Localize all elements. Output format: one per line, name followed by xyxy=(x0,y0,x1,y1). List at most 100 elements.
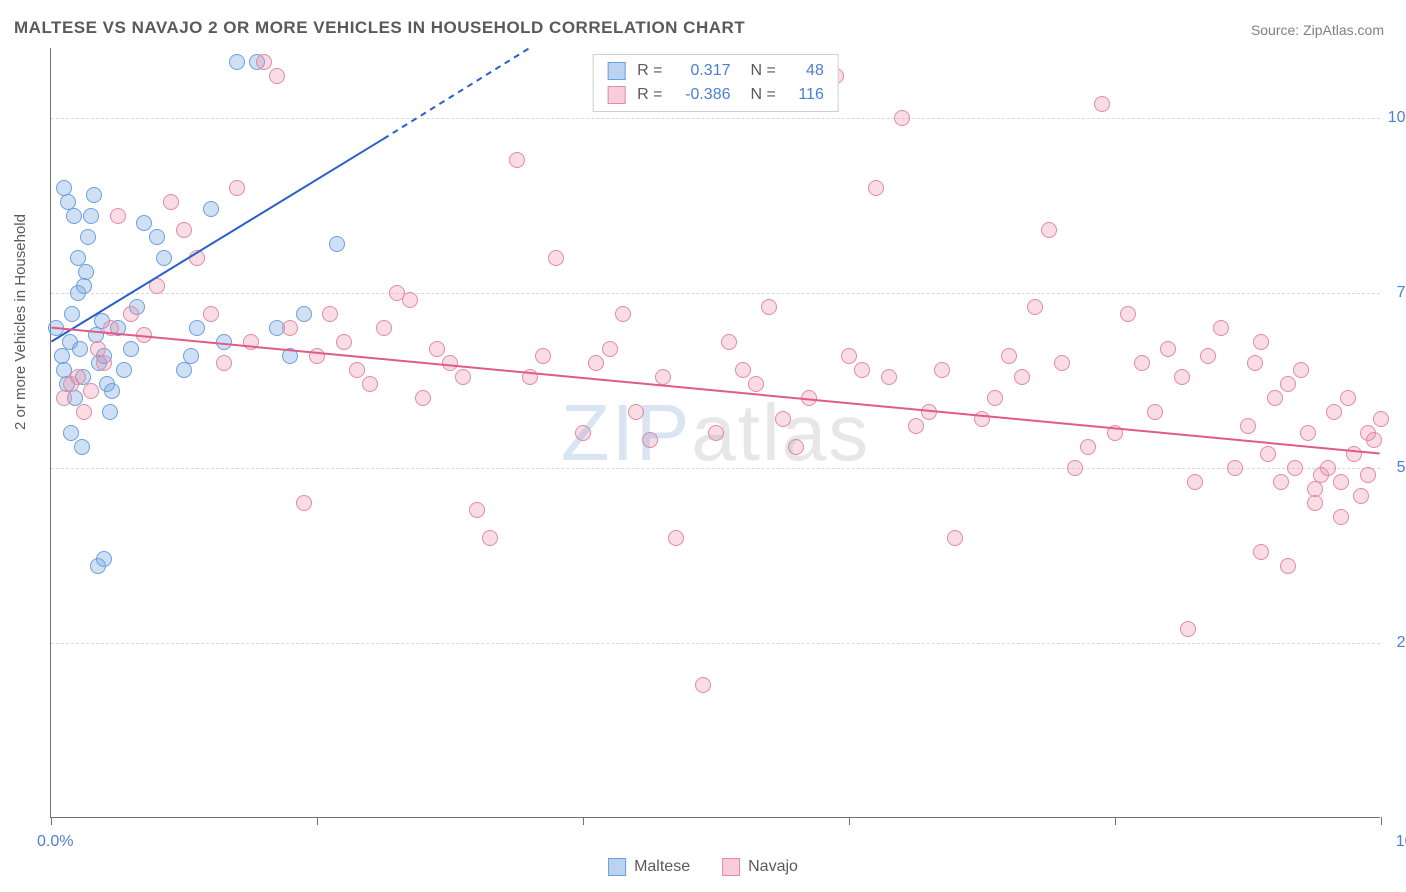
data-point xyxy=(256,54,272,70)
data-point xyxy=(894,110,910,126)
legend-row: R =-0.386N =116 xyxy=(607,83,824,107)
series-legend-item: Navajo xyxy=(722,858,798,876)
data-point xyxy=(123,306,139,322)
data-point xyxy=(376,320,392,336)
data-point xyxy=(841,348,857,364)
data-point xyxy=(668,530,684,546)
data-point xyxy=(96,551,112,567)
data-point xyxy=(469,502,485,518)
data-point xyxy=(83,383,99,399)
data-point xyxy=(1340,390,1356,406)
data-point xyxy=(1293,362,1309,378)
legend-n-label: N = xyxy=(751,59,776,83)
data-point xyxy=(48,320,64,336)
data-point xyxy=(163,194,179,210)
data-point xyxy=(66,208,82,224)
data-point xyxy=(761,299,777,315)
data-point xyxy=(1054,355,1070,371)
gridline xyxy=(51,468,1380,469)
data-point xyxy=(1360,425,1376,441)
data-point xyxy=(70,369,86,385)
data-point xyxy=(322,306,338,322)
y-tick-label: 25.0% xyxy=(1397,634,1406,652)
legend-r-value: -0.386 xyxy=(675,83,731,107)
data-point xyxy=(575,425,591,441)
data-point xyxy=(1333,474,1349,490)
data-point xyxy=(216,334,232,350)
x-tick xyxy=(1115,817,1116,825)
data-point xyxy=(1213,320,1229,336)
data-point xyxy=(329,236,345,252)
data-point xyxy=(482,530,498,546)
data-point xyxy=(1027,299,1043,315)
data-point xyxy=(116,362,132,378)
x-tick xyxy=(849,817,850,825)
data-point xyxy=(1326,404,1342,420)
data-point xyxy=(1160,341,1176,357)
x-tick xyxy=(51,817,52,825)
data-point xyxy=(934,362,950,378)
data-point xyxy=(588,355,604,371)
data-point xyxy=(56,390,72,406)
data-point xyxy=(1120,306,1136,322)
data-point xyxy=(1346,446,1362,462)
data-point xyxy=(282,320,298,336)
data-point xyxy=(1240,418,1256,434)
data-point xyxy=(76,278,92,294)
data-point xyxy=(83,208,99,224)
data-point xyxy=(509,152,525,168)
data-point xyxy=(1067,460,1083,476)
data-point xyxy=(102,404,118,420)
data-point xyxy=(921,404,937,420)
legend-swatch xyxy=(608,858,626,876)
data-point xyxy=(1107,425,1123,441)
data-point xyxy=(1287,460,1303,476)
legend-swatch xyxy=(722,858,740,876)
data-point xyxy=(881,369,897,385)
data-point xyxy=(1260,446,1276,462)
data-point xyxy=(1180,621,1196,637)
series-name: Maltese xyxy=(634,858,690,876)
data-point xyxy=(1200,348,1216,364)
data-point xyxy=(63,425,79,441)
chart-title: MALTESE VS NAVAJO 2 OR MORE VEHICLES IN … xyxy=(14,18,745,38)
data-point xyxy=(602,341,618,357)
data-point xyxy=(1247,355,1263,371)
data-point xyxy=(103,320,119,336)
data-point xyxy=(1080,439,1096,455)
data-point xyxy=(775,411,791,427)
legend-r-label: R = xyxy=(637,83,662,107)
data-point xyxy=(1134,355,1150,371)
data-point xyxy=(216,355,232,371)
data-point xyxy=(628,404,644,420)
data-point xyxy=(402,292,418,308)
data-point xyxy=(1353,488,1369,504)
data-point xyxy=(136,215,152,231)
data-point xyxy=(987,390,1003,406)
data-point xyxy=(721,334,737,350)
data-point xyxy=(176,362,192,378)
data-point xyxy=(1253,334,1269,350)
data-point xyxy=(1041,222,1057,238)
data-point xyxy=(735,362,751,378)
legend-r-label: R = xyxy=(637,59,662,83)
series-name: Navajo xyxy=(748,858,798,876)
data-point xyxy=(269,68,285,84)
data-point xyxy=(189,250,205,266)
correlation-chart: MALTESE VS NAVAJO 2 OR MORE VEHICLES IN … xyxy=(0,0,1406,892)
data-point xyxy=(243,334,259,350)
data-point xyxy=(86,187,102,203)
gridline xyxy=(51,293,1380,294)
data-point xyxy=(868,180,884,196)
data-point xyxy=(149,278,165,294)
data-point xyxy=(296,495,312,511)
data-point xyxy=(189,320,205,336)
data-point xyxy=(455,369,471,385)
data-point xyxy=(415,390,431,406)
data-point xyxy=(1227,460,1243,476)
legend-r-value: 0.317 xyxy=(675,59,731,83)
y-tick-label: 50.0% xyxy=(1397,459,1406,477)
data-point xyxy=(104,383,120,399)
data-point xyxy=(72,341,88,357)
data-point xyxy=(203,306,219,322)
